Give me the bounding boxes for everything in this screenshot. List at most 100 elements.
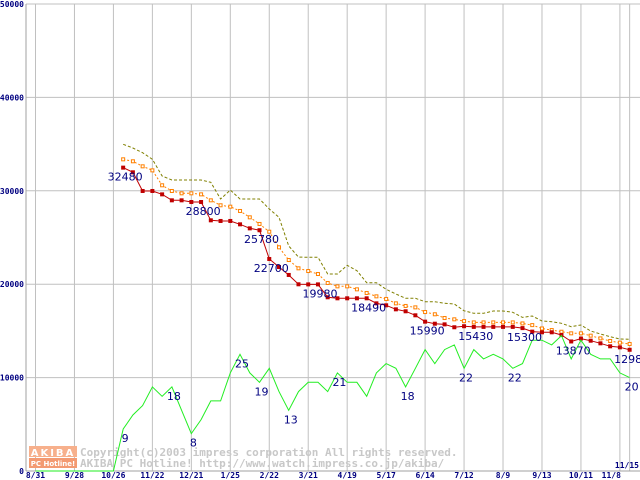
min-price-point — [218, 218, 223, 223]
shop-count-data-label: 9 — [122, 432, 129, 445]
min-price-point — [208, 218, 213, 223]
min-price-point — [238, 222, 243, 227]
shop-count-data-label: 21 — [332, 376, 346, 389]
average-price-point — [393, 301, 398, 306]
shop-count-data-label: 25 — [235, 357, 249, 370]
average-price-point — [598, 336, 603, 341]
average-price-point — [530, 323, 535, 328]
average-price-point — [374, 294, 379, 299]
copyright-text: Copyright(c)2003 impress corporation All… — [80, 446, 458, 459]
min-price-point — [257, 228, 262, 233]
series-layer — [35, 143, 632, 472]
average-price-point — [452, 317, 457, 322]
y-tick-label: 0 — [19, 467, 24, 476]
average-price-point — [335, 284, 340, 289]
watermark: AKIBA PC Hotline! Copyright(c)2003 impre… — [29, 446, 458, 470]
min-price-point — [432, 321, 437, 326]
average-price-point — [627, 341, 632, 346]
average-price-point — [189, 191, 194, 196]
average-price-point — [384, 296, 389, 301]
average-price-point — [423, 310, 428, 315]
average-price-line — [123, 158, 630, 345]
site-url-text: AKIBA PC Hotline! http://www.watch.impre… — [80, 457, 445, 470]
x-tick-label: 11/22 — [140, 471, 164, 480]
min-price-point — [578, 336, 583, 341]
min-price-point — [598, 341, 603, 346]
average-price-point — [238, 208, 243, 213]
min-price-point — [530, 329, 535, 334]
min-price-point — [627, 347, 632, 352]
x-tick-label: 8/9 — [496, 471, 511, 480]
x-tick-label: 7/12 — [454, 471, 473, 480]
min-price-data-label: 18490 — [351, 301, 386, 314]
y-tick-label: 10000 — [0, 374, 24, 383]
average-price-point — [160, 183, 165, 188]
min-price-point — [306, 282, 311, 287]
average-price-point — [578, 331, 583, 336]
x-tick-label: 10/26 — [101, 471, 125, 480]
average-price-point — [169, 188, 174, 193]
min-price-data-label: 15300 — [507, 331, 542, 344]
min-price-point — [325, 295, 330, 300]
average-price-point — [501, 320, 506, 325]
min-price-data-label: 19980 — [302, 287, 337, 300]
min-price-point — [501, 324, 506, 329]
x-tick-label: 2/22 — [260, 471, 279, 480]
average-price-point — [208, 198, 213, 203]
min-price-point — [315, 282, 320, 287]
x-tick-label: 6/14 — [415, 471, 434, 480]
min-price-point — [481, 324, 486, 329]
min-price-point — [413, 313, 418, 318]
average-price-point — [403, 303, 408, 308]
average-price-point — [277, 245, 281, 250]
average-price-point — [325, 280, 330, 285]
x-tick-label: 1/25 — [221, 471, 240, 480]
x-tick-label: 11/8 — [602, 471, 621, 480]
logo-top-box — [29, 446, 77, 457]
min-price-point — [121, 165, 126, 170]
min-price-point — [384, 303, 389, 308]
y-tick-label: 20000 — [0, 280, 24, 289]
min-price-point — [471, 324, 476, 329]
shop-count-data-label: 20 — [625, 381, 639, 394]
average-price-point — [462, 319, 467, 324]
min-price-point — [286, 272, 291, 277]
shop-count-data-label: 18 — [401, 390, 415, 403]
min-price-point — [335, 296, 340, 301]
average-price-point — [432, 312, 437, 317]
average-price-point — [315, 272, 320, 277]
average-price-point — [228, 204, 233, 209]
min-price-point — [354, 296, 359, 301]
logo-bottom-box — [29, 458, 77, 468]
data-labels: 32480 28800 25780 22700 19980 18490 15990 15430… — [108, 171, 640, 450]
average-price-point — [354, 287, 359, 292]
min-price-point — [520, 326, 525, 331]
min-price-point — [130, 170, 135, 175]
min-price-point — [364, 296, 369, 301]
average-price-point — [588, 333, 593, 338]
min-price-data-label: 28800 — [186, 205, 221, 218]
x-tick-label: 10/11 — [569, 471, 593, 480]
average-price-point — [296, 266, 301, 271]
grid — [26, 3, 640, 471]
average-price-point — [520, 321, 525, 326]
min-price-point — [403, 309, 408, 314]
min-price-point — [179, 198, 184, 203]
average-price-point — [608, 338, 613, 343]
max-price-line — [123, 143, 630, 340]
min-price-point — [228, 218, 233, 223]
average-price-point — [569, 331, 574, 336]
average-price-point — [286, 258, 291, 263]
min-price-data-label: 13870 — [556, 344, 591, 357]
x-tick-label: 12/21 — [179, 471, 203, 480]
average-price-point — [559, 329, 564, 334]
min-price-point — [150, 188, 155, 193]
min-price-point — [462, 324, 467, 329]
average-price-point — [481, 320, 486, 325]
average-price-point — [471, 320, 476, 325]
shop-count-data-label: 18 — [167, 390, 181, 403]
average-price-point — [510, 320, 515, 325]
min-price-point — [393, 307, 398, 312]
